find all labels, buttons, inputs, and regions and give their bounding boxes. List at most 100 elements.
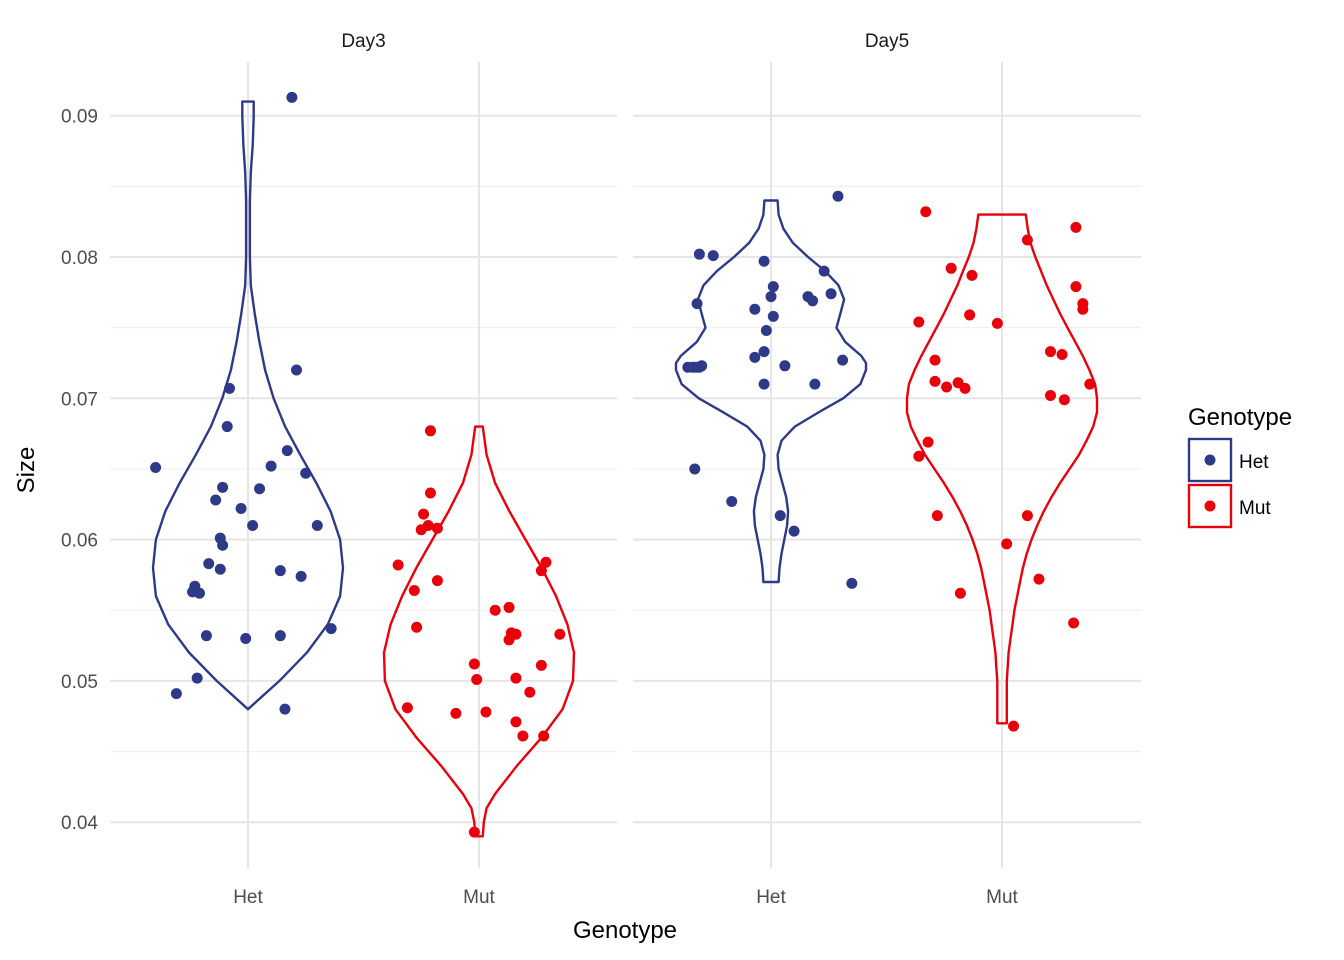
data-point-het (696, 360, 708, 372)
data-point-het (214, 563, 226, 575)
data-point-mut (450, 707, 462, 719)
data-point-het (809, 378, 821, 390)
data-point-mut (1008, 720, 1020, 732)
data-point-mut (535, 565, 547, 577)
data-point-het (818, 265, 830, 277)
violin-day3-het (151, 100, 345, 711)
x-tick-label: Mut (986, 887, 1018, 908)
legend-key-het (1187, 437, 1233, 483)
y-axis-title: Size (13, 447, 40, 494)
data-point-mut (510, 672, 522, 684)
data-point-het (758, 378, 770, 390)
data-point-mut (966, 269, 978, 281)
data-point-mut (945, 262, 957, 274)
data-point-het (758, 255, 770, 267)
data-point-mut (922, 436, 934, 448)
data-point-het (693, 248, 705, 260)
data-point-het (807, 295, 819, 307)
data-point-het (726, 495, 738, 507)
data-point-mut (920, 206, 932, 218)
data-point-mut (941, 381, 953, 393)
facet-label-day5: Day5 (865, 31, 909, 52)
data-point-het (193, 587, 205, 599)
data-point-het (281, 445, 293, 457)
data-point-mut (1070, 221, 1082, 233)
data-point-mut (954, 587, 966, 599)
data-point-mut (431, 522, 443, 534)
data-point-het (247, 519, 259, 531)
data-point-mut (524, 686, 536, 698)
y-tick-label: 0.06 (61, 531, 98, 552)
violin-day3-mut (382, 425, 576, 838)
data-point-mut (401, 702, 413, 714)
data-point-het (295, 570, 307, 582)
data-point-mut (540, 556, 552, 568)
data-point-het (224, 382, 236, 394)
data-point-mut (991, 317, 1003, 329)
data-point-het (749, 351, 761, 363)
data-point-het (760, 324, 772, 336)
data-point-mut (517, 730, 529, 742)
y-tick-label: 0.09 (61, 107, 98, 128)
data-point-het (150, 462, 162, 474)
legend-label-mut: Mut (1239, 498, 1271, 519)
data-point-mut (554, 628, 566, 640)
data-point-mut (408, 584, 420, 596)
data-point-het (217, 539, 229, 551)
y-tick-label: 0.05 (61, 672, 98, 693)
data-point-het (846, 577, 858, 589)
data-point-mut (929, 375, 941, 387)
data-point-mut (913, 316, 925, 328)
data-point-het (788, 525, 800, 537)
y-axis-ticks: 0.04 0.05 0.06 0.07 0.08 0.09 (61, 107, 98, 835)
data-point-het (765, 291, 777, 303)
data-point-mut (1068, 617, 1080, 629)
data-point-mut (1084, 378, 1096, 390)
data-point-het (254, 483, 266, 495)
data-point-het (749, 303, 761, 315)
data-point-het (170, 688, 182, 700)
data-point-mut (1021, 510, 1033, 522)
data-point-het (311, 519, 323, 531)
data-point-mut (931, 510, 943, 522)
data-point-mut (538, 730, 550, 742)
data-point-het (210, 494, 222, 506)
data-point-mut (913, 450, 925, 462)
data-point-het (221, 421, 233, 433)
data-point-mut (392, 559, 404, 571)
x-axis-ticks: Het Mut Het Mut (233, 887, 1018, 908)
y-tick-label: 0.08 (61, 248, 98, 269)
data-point-het (325, 623, 337, 635)
violin-day5-het (674, 199, 868, 584)
data-point-mut (1058, 394, 1070, 406)
data-point-het (274, 565, 286, 577)
data-point-het (825, 288, 837, 300)
data-point-het (265, 460, 277, 472)
data-point-mut (964, 309, 976, 321)
x-tick-label: Mut (463, 887, 495, 908)
data-point-het (300, 467, 312, 479)
data-point-mut (468, 658, 480, 670)
legend-title: Genotype (1188, 404, 1292, 431)
data-point-mut (1033, 573, 1045, 585)
data-point-het (286, 91, 298, 103)
data-point-het (191, 672, 203, 684)
data-point-het (217, 481, 229, 493)
data-point-het (274, 630, 286, 642)
facet-strips: Day3 Day5 (341, 31, 909, 52)
data-point-mut (510, 628, 522, 640)
data-point-mut (510, 716, 522, 728)
data-point-mut (424, 425, 436, 437)
legend-dot-mut (1204, 500, 1216, 512)
data-point-mut (422, 519, 434, 531)
data-point-mut (411, 621, 423, 633)
data-point-het (767, 310, 779, 322)
data-point-het (832, 190, 844, 202)
data-point-mut (535, 659, 547, 671)
data-point-mut (959, 382, 971, 394)
data-point-mut (468, 826, 480, 838)
grid-lines (110, 62, 1141, 868)
legend-key-mut (1187, 483, 1233, 529)
data-point-het (203, 558, 215, 570)
